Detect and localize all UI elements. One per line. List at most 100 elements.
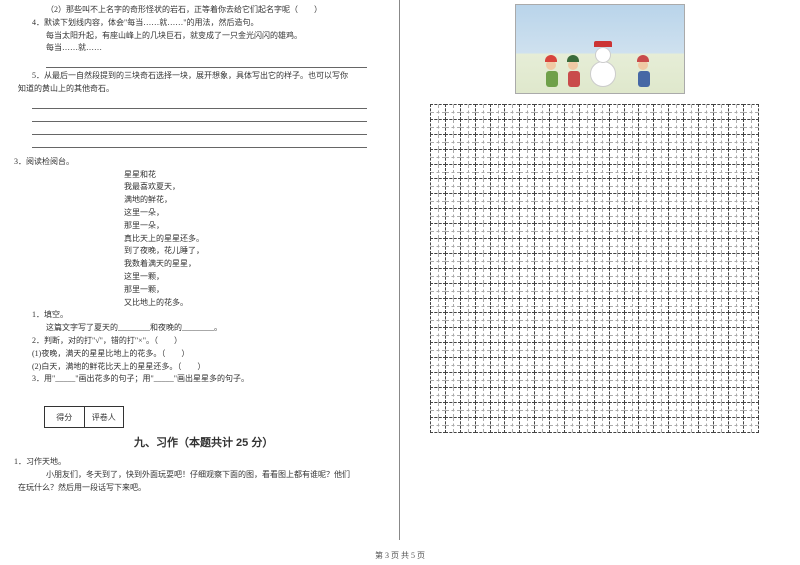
grid-cell	[713, 104, 729, 120]
grid-cell	[549, 283, 565, 299]
grid-cell	[475, 342, 491, 358]
grid-cell	[475, 298, 491, 314]
grid-cell	[713, 402, 729, 418]
grid-cell	[475, 312, 491, 328]
writing-grid	[430, 104, 770, 432]
grid-cell	[668, 164, 684, 180]
grid-cell	[653, 417, 669, 433]
grid-cell	[594, 402, 610, 418]
grid-cell	[638, 104, 654, 120]
grid-cell	[549, 134, 565, 150]
grid-cell	[624, 402, 640, 418]
grid-cell	[564, 223, 580, 239]
grid-cell	[445, 193, 461, 209]
grid-cell	[728, 268, 744, 284]
grid-cell	[668, 238, 684, 254]
grid-row	[430, 357, 770, 372]
grid-cell	[445, 327, 461, 343]
grid-cell	[683, 312, 699, 328]
grid-cell	[475, 402, 491, 418]
grid-cell	[430, 298, 446, 314]
poem-line: 星星和花	[14, 169, 385, 182]
grid-cell	[460, 417, 476, 433]
grid-cell	[564, 283, 580, 299]
grid-cell	[564, 372, 580, 388]
grid-cell	[534, 283, 550, 299]
grid-cell	[519, 387, 535, 403]
grid-cell	[698, 327, 714, 343]
grid-cell	[683, 238, 699, 254]
grid-cell	[683, 372, 699, 388]
grid-cell	[490, 357, 506, 373]
grid-cell	[490, 253, 506, 269]
grid-cell	[534, 193, 550, 209]
grid-cell	[564, 178, 580, 194]
grid-cell	[490, 119, 506, 135]
grid-cell	[504, 164, 520, 180]
grid-cell	[683, 298, 699, 314]
grid-cell	[624, 208, 640, 224]
grid-cell	[445, 208, 461, 224]
grid-cell	[728, 164, 744, 180]
grid-cell	[653, 342, 669, 358]
grid-cell	[490, 223, 506, 239]
grid-cell	[728, 387, 744, 403]
grid-cell	[460, 357, 476, 373]
q4b: 每当太阳升起，有座山峰上的几块巨石，就变成了一只金光闪闪的雄鸡。	[14, 30, 385, 43]
grid-row	[430, 119, 770, 134]
grid-cell	[743, 238, 759, 254]
grid-cell	[519, 193, 535, 209]
grid-cell	[728, 119, 744, 135]
grid-cell	[519, 253, 535, 269]
grid-cell	[475, 149, 491, 165]
grid-cell	[579, 164, 595, 180]
reading-heading: 3．阅读检阅台。	[14, 156, 385, 169]
grid-cell	[460, 298, 476, 314]
grid-cell	[713, 164, 729, 180]
blank-line	[46, 57, 367, 68]
grid-cell	[653, 327, 669, 343]
grid-cell	[460, 208, 476, 224]
grid-cell	[609, 178, 625, 194]
grid-cell	[534, 312, 550, 328]
grid-cell	[698, 238, 714, 254]
grid-cell	[475, 223, 491, 239]
grid-cell	[638, 372, 654, 388]
grid-cell	[534, 178, 550, 194]
grid-cell	[445, 238, 461, 254]
grid-cell	[728, 283, 744, 299]
grid-cell	[534, 119, 550, 135]
w1b: 在玩什么？然后用一段话写下来吧。	[14, 482, 385, 495]
grid-cell	[594, 104, 610, 120]
r3: 3．用"_____"画出花多的句子；用"_____"画出星星多的句子。	[14, 373, 385, 386]
grid-cell	[490, 342, 506, 358]
grid-row	[430, 223, 770, 238]
grid-cell	[609, 104, 625, 120]
grid-cell	[698, 417, 714, 433]
grid-cell	[743, 402, 759, 418]
grid-cell	[519, 268, 535, 284]
grid-cell	[624, 417, 640, 433]
blank-line	[32, 98, 367, 109]
grid-cell	[475, 283, 491, 299]
grid-cell	[594, 387, 610, 403]
grid-cell	[638, 402, 654, 418]
grid-row	[430, 327, 770, 342]
grid-cell	[698, 149, 714, 165]
grid-cell	[668, 357, 684, 373]
grid-cell	[519, 178, 535, 194]
grid-cell	[504, 342, 520, 358]
grid-cell	[653, 283, 669, 299]
grid-cell	[549, 327, 565, 343]
grid-cell	[638, 193, 654, 209]
grid-cell	[460, 223, 476, 239]
grid-cell	[653, 178, 669, 194]
grid-cell	[460, 253, 476, 269]
grid-cell	[519, 238, 535, 254]
kid-hat	[545, 55, 557, 62]
grid-cell	[698, 253, 714, 269]
snowman	[590, 61, 616, 87]
grid-cell	[490, 193, 506, 209]
grid-cell	[579, 327, 595, 343]
grid-cell	[445, 178, 461, 194]
